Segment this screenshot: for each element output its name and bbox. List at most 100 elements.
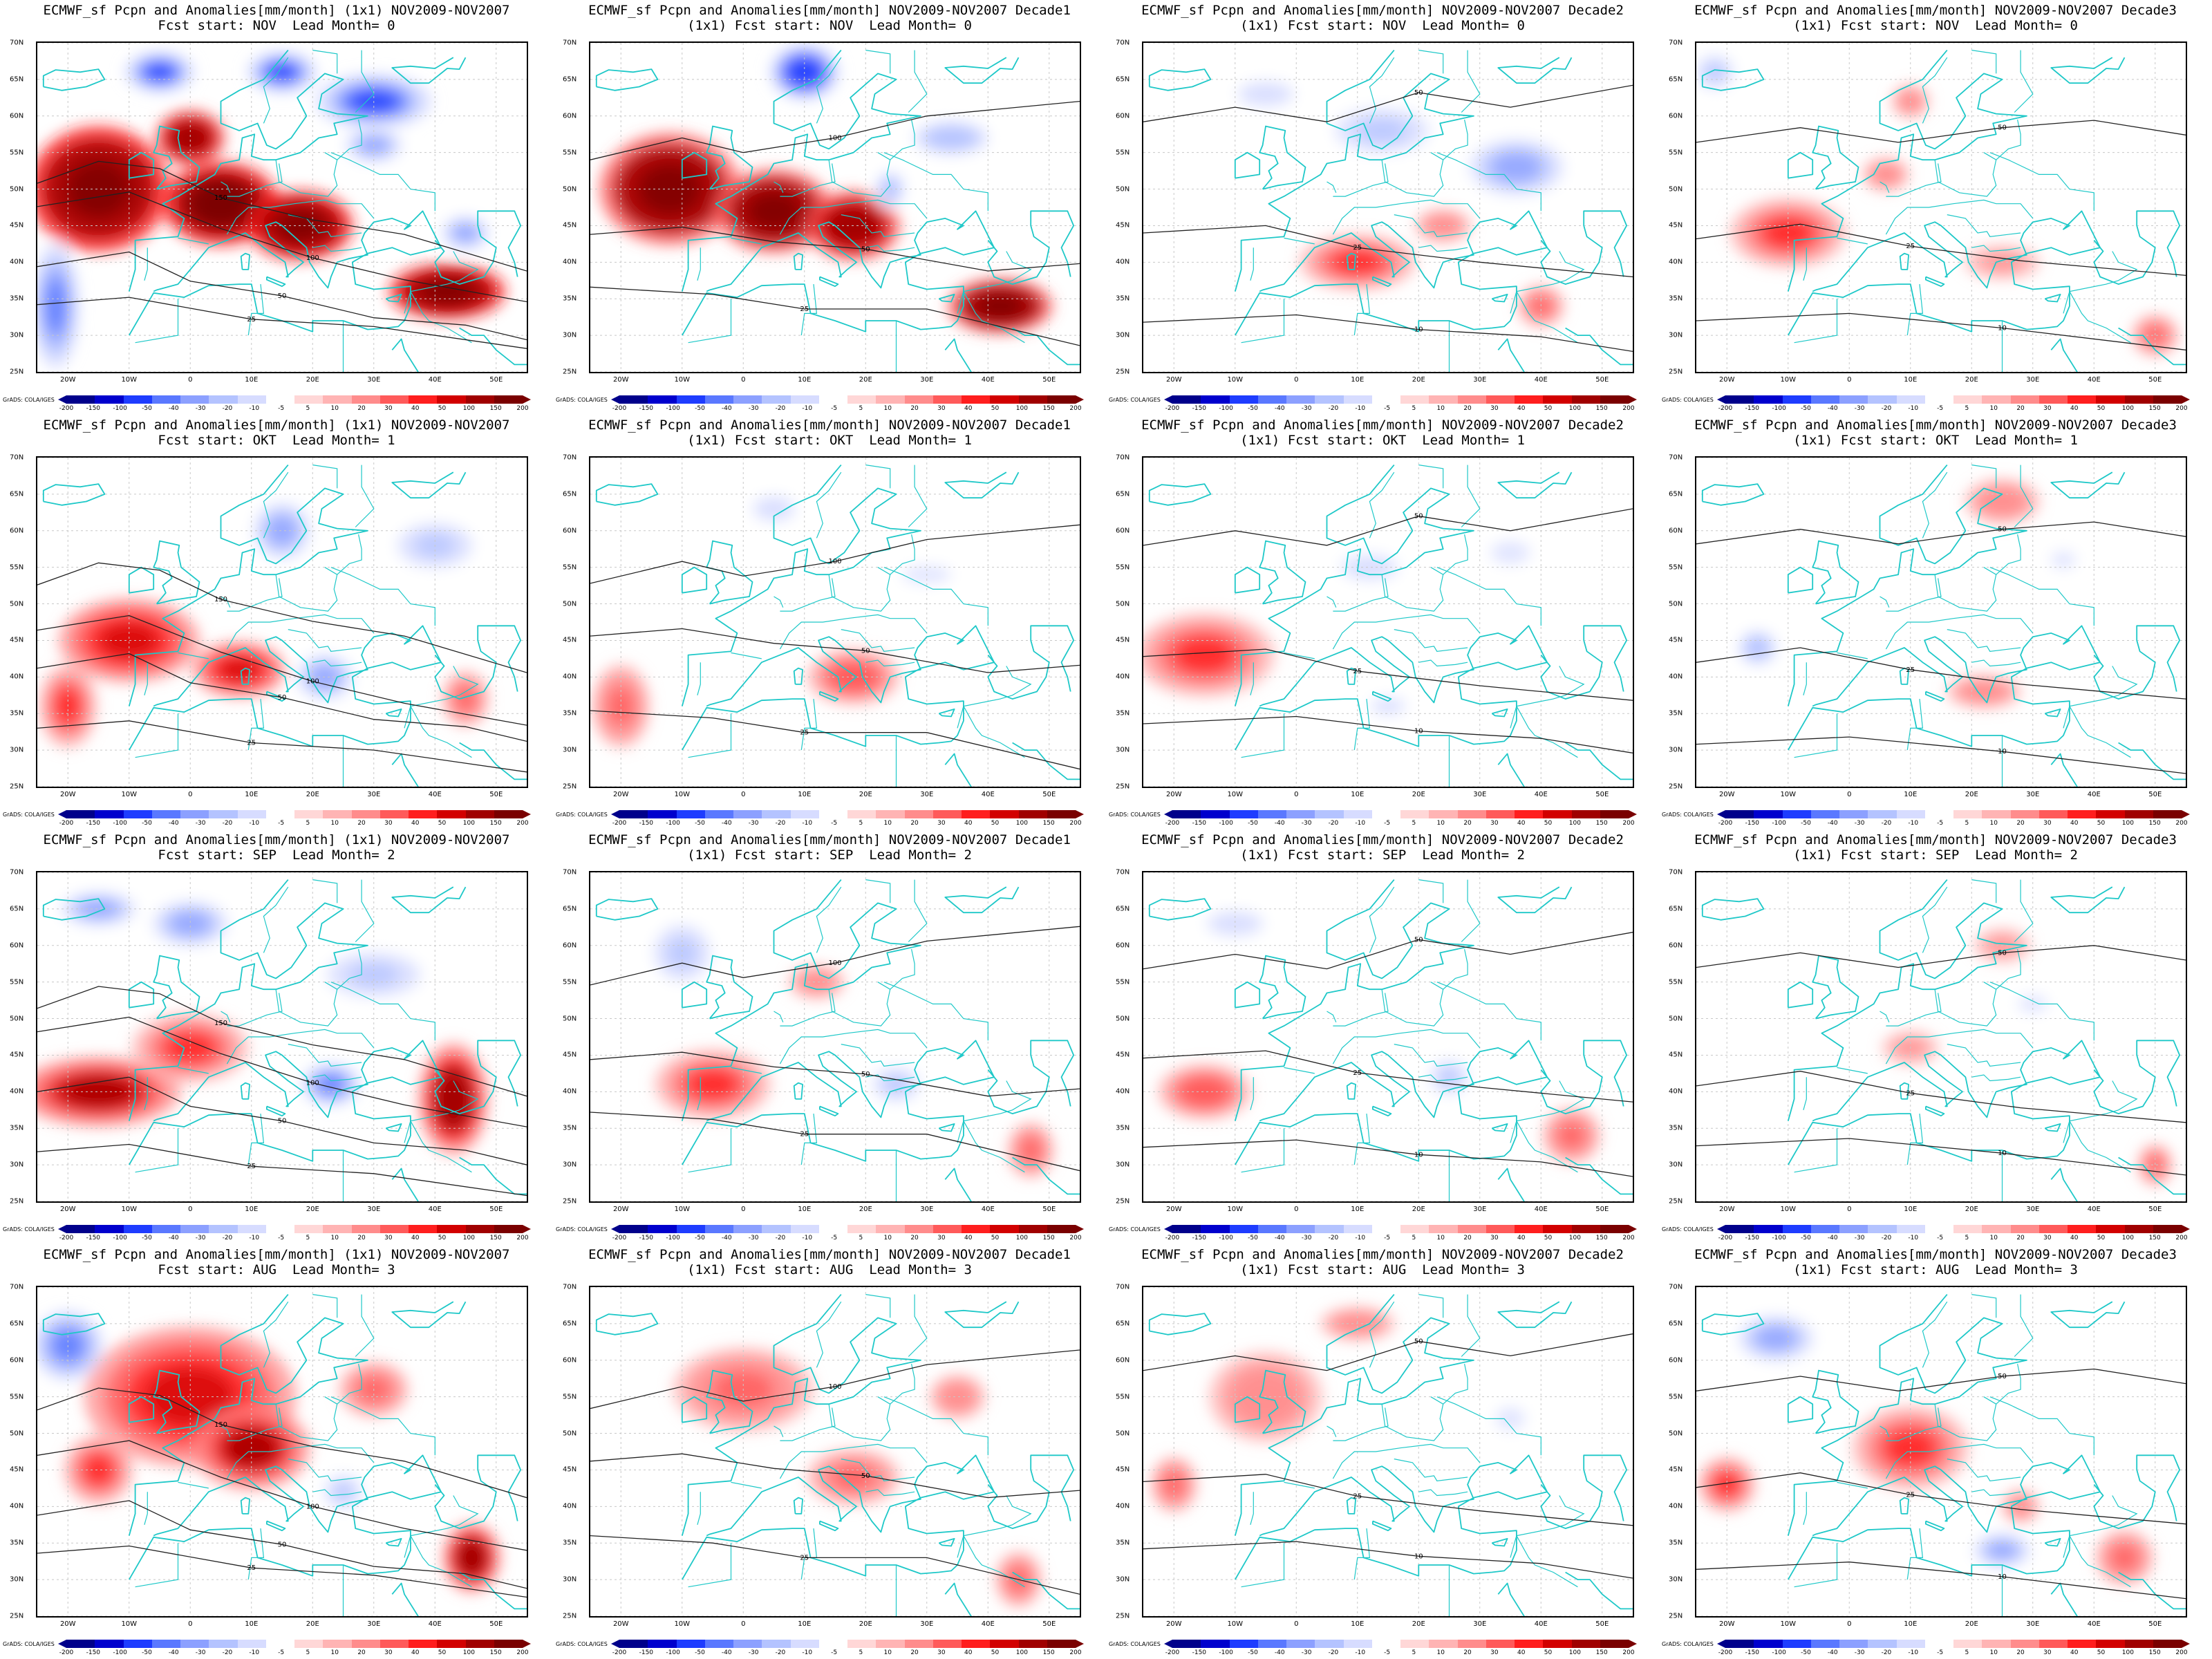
coastline: [1497, 338, 1525, 372]
colorbar-segment: [1018, 1640, 1047, 1648]
colorbar-segment: [2153, 810, 2182, 818]
grads-credit: GrADS: COLA/IGES: [1109, 1641, 1161, 1647]
lat-tick-label: 70N: [10, 868, 24, 877]
contour-line: [37, 160, 527, 272]
colorbar-tick-label: -150: [1192, 405, 1207, 412]
coastline: [1925, 691, 1945, 702]
colorbar-segment: [1286, 1640, 1315, 1648]
contour-label: 25: [1353, 1069, 1362, 1077]
colorbar-segment: [1485, 395, 1515, 404]
map-panel: ECMWF_sf Pcpn and Anomalies[mm/month] NO…: [1659, 830, 2212, 1244]
anomaly-blob: [267, 516, 297, 545]
border-line: [688, 713, 732, 758]
colorbar-tick-label: -40: [168, 405, 179, 412]
contour-line: [37, 297, 527, 349]
anomaly-blob: [1492, 152, 1541, 182]
lon-tick-label: 10W: [1227, 791, 1244, 798]
coastline: [793, 1082, 803, 1100]
colorbar-tick-label: 50: [438, 820, 447, 827]
coastlines: [1148, 465, 1633, 787]
lat-tick-label: 25N: [1669, 368, 1683, 376]
colorbar-segment: [494, 395, 523, 404]
coastline: [1899, 1082, 1909, 1100]
border-line: [688, 299, 732, 344]
coastline: [1346, 1497, 1356, 1515]
lat-tick-label: 60N: [1669, 1356, 1683, 1365]
lat-tick-label: 65N: [563, 1320, 577, 1328]
border-line: [1436, 152, 1541, 212]
coastline: [2093, 1040, 2180, 1114]
border-line: [865, 1294, 891, 1318]
colorbar-ticks: -200 -150 -100 -50 -40 -30 -20 -10 -5 5 10 20 30 40 50…: [59, 820, 529, 828]
lat-tick-label: 40N: [1116, 1087, 1130, 1096]
anomaly-blob: [219, 657, 259, 682]
border-line: [779, 1443, 928, 1479]
coastline: [1701, 68, 1765, 91]
colorbar-segment: [1172, 1640, 1201, 1648]
colorbar-segment: [1982, 395, 2011, 404]
colorbar-segment: [151, 1640, 180, 1648]
coastline: [2044, 1123, 2061, 1132]
coastline: [1259, 125, 1306, 190]
border-line: [1394, 629, 1468, 652]
border-line: [1803, 1492, 1807, 1525]
colorbar-tick-label: -100: [666, 1235, 680, 1241]
colorbar-segment: [790, 1225, 819, 1233]
colorbar-tick-label: -5: [831, 1235, 838, 1241]
lat-tick-label: 50N: [1669, 1015, 1683, 1023]
anomaly-blob: [456, 687, 476, 711]
colorbar-tick-label: -10: [249, 1235, 260, 1241]
map-plot: 50 25 10: [1142, 871, 1634, 1203]
colorbar-tick-label: -200: [1165, 1649, 1180, 1656]
border-line: [800, 1114, 818, 1165]
colorbar-tick-label: -200: [612, 405, 627, 412]
colorbar-tick-label: -150: [86, 1649, 101, 1656]
colorbar-ticks: -200 -150 -100 -50 -40 -30 -20 -10 -5 5 10 20 30 40 50…: [612, 1235, 1082, 1243]
colorbar-tick-label: 5: [859, 405, 863, 412]
lon-tick-label: 0: [1847, 376, 1852, 384]
colorbar-segment: [904, 1225, 933, 1233]
colorbar-tick-label: 40: [964, 1649, 973, 1656]
colorbar-segment: [294, 395, 324, 404]
lat-tick-label: 55N: [10, 563, 24, 572]
colorbar-tick-label: 10: [1989, 1235, 1998, 1241]
anomaly-shading: [599, 44, 1053, 335]
colorbar-tick-label: -5: [1384, 1235, 1391, 1241]
lon-tick-label: 20E: [1965, 376, 1978, 384]
colorbar-segment: [1754, 1225, 1783, 1233]
lat-tick-label: 30N: [1116, 1161, 1130, 1169]
coastlines: [42, 1294, 527, 1616]
border-line: [226, 1029, 375, 1065]
colorbar-tick-label: 150: [489, 1649, 502, 1656]
colorbar-tick-label: -30: [748, 820, 759, 827]
colorbar-segment: [1485, 1640, 1515, 1648]
colorbar-segment: [1400, 1225, 1430, 1233]
border-line: [1353, 1528, 1371, 1580]
border-line: [144, 1492, 148, 1525]
lon-tick-label: 0: [1294, 376, 1299, 384]
border-line: [816, 1301, 842, 1368]
colorbar-tick-label: 30: [2043, 820, 2052, 827]
coastline: [944, 1301, 1020, 1329]
border-line: [135, 1128, 179, 1173]
border-line: [1333, 163, 1389, 197]
colorbar-tick-label: 50: [1544, 1649, 1553, 1656]
lat-tick-label: 30N: [10, 1575, 24, 1584]
colorbar: [619, 1225, 1076, 1233]
lat-tick-label: 60N: [10, 1356, 24, 1365]
panel-title: ECMWF_sf Pcpn and Anomalies[mm/month] NO…: [1141, 3, 1624, 18]
colorbar-tick-label: 150: [2148, 820, 2161, 827]
lat-tick-label: 55N: [1116, 563, 1130, 572]
colorbar-tick-label: 50: [438, 405, 447, 412]
lon-tick-label: 40E: [2087, 376, 2101, 384]
border-line: [1418, 1489, 1468, 1497]
colorbar-tick-label: 40: [1517, 1235, 1526, 1241]
colorbar-tick-label: 40: [1517, 405, 1526, 412]
border-line: [890, 948, 915, 990]
colorbar-arrow-left: [1164, 1640, 1172, 1648]
lat-tick-label: 45N: [563, 636, 577, 644]
colorbar-tick-label: -40: [1274, 820, 1285, 827]
border-line: [1794, 1543, 1838, 1588]
